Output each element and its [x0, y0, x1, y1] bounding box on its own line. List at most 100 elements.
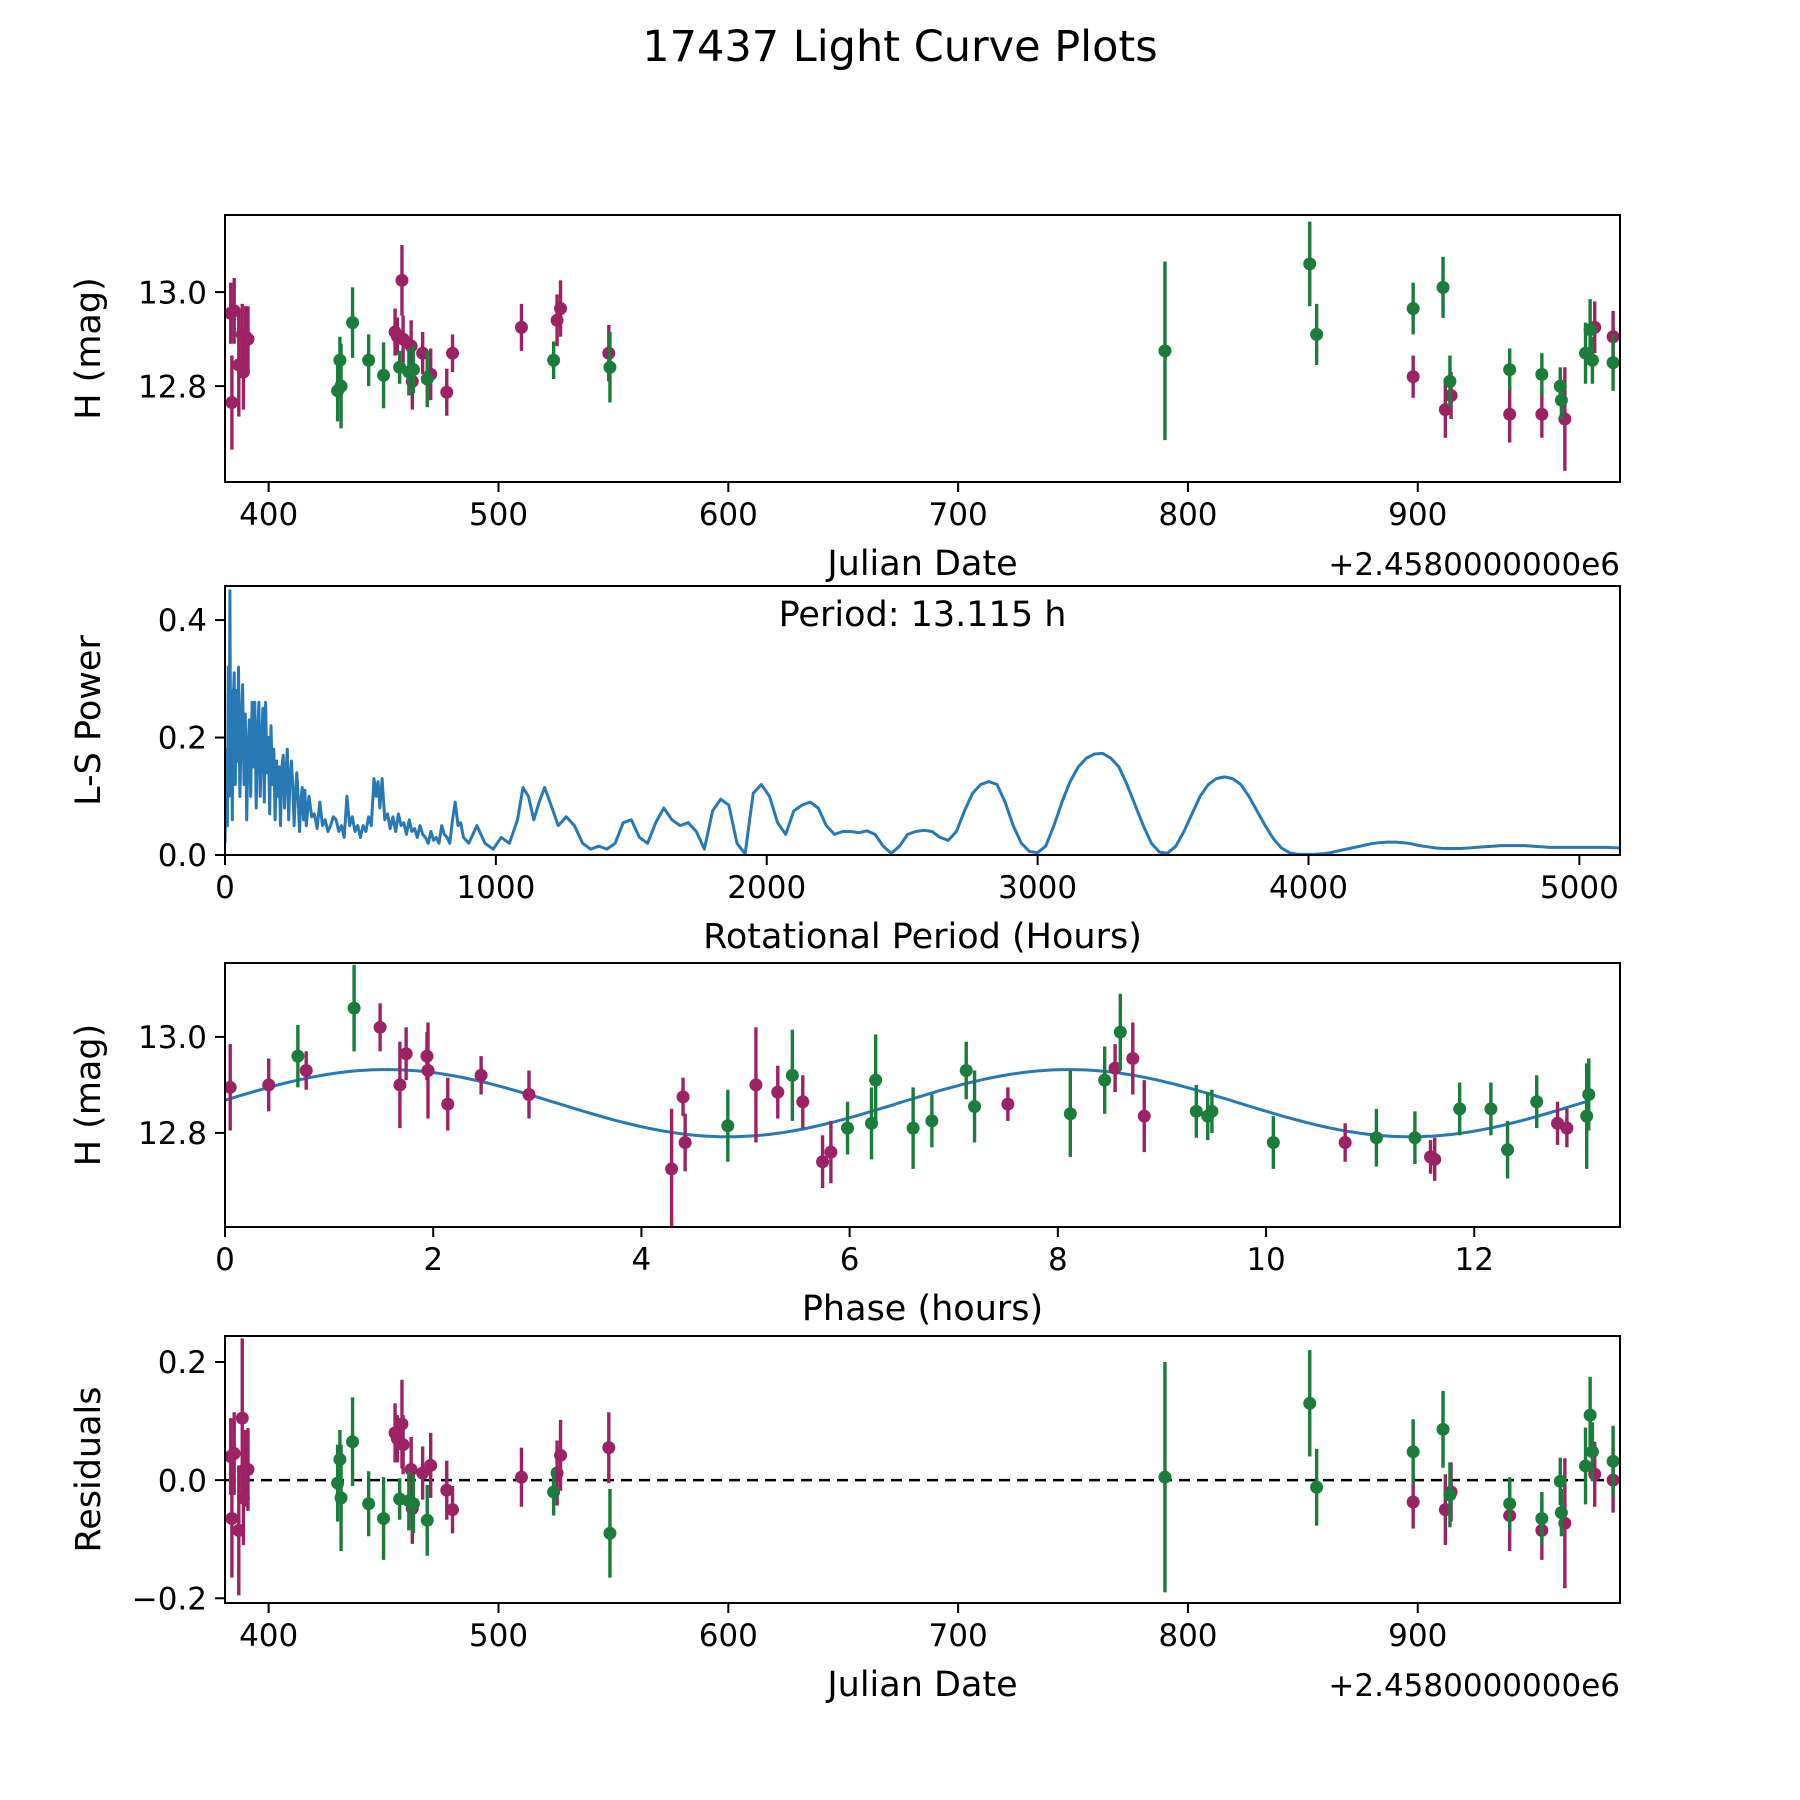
x-tick-label: 8: [1048, 1242, 1068, 1278]
data-point-green: [1406, 1445, 1420, 1459]
data-point-purple: [299, 1064, 313, 1078]
data-point-purple: [416, 1466, 430, 1480]
data-point-green: [968, 1100, 982, 1114]
data-point-purple: [373, 1020, 387, 1034]
x-tick-label: 4000: [1269, 870, 1348, 906]
panel-data-residuals: [225, 1338, 1620, 1596]
data-point-green: [603, 360, 617, 374]
data-point-purple: [1338, 1136, 1352, 1150]
data-point-green: [1443, 374, 1457, 388]
x-tick-label: 900: [1388, 1618, 1447, 1654]
data-point-purple: [446, 346, 460, 360]
data-point-purple: [404, 1463, 418, 1476]
y-axis-label-residuals: Residuals: [69, 1386, 109, 1552]
data-point-purple: [1535, 407, 1549, 421]
data-point-green: [547, 353, 561, 367]
data-point-green: [1063, 1107, 1077, 1121]
data-point-purple: [522, 1088, 536, 1102]
data-point-green: [1406, 302, 1420, 316]
data-point-green: [547, 1485, 561, 1499]
data-point-green: [1585, 1445, 1599, 1459]
data-point-purple: [1001, 1097, 1015, 1111]
data-point-green: [869, 1073, 883, 1087]
data-point-green: [377, 1512, 391, 1526]
data-point-green: [721, 1119, 735, 1133]
data-point-green: [334, 379, 348, 393]
data-point-green: [1553, 379, 1567, 393]
data-point-green: [346, 1435, 360, 1449]
data-point-green: [1582, 1088, 1596, 1102]
data-point-green: [1535, 367, 1549, 381]
x-tick-label: 500: [469, 497, 528, 533]
data-point-green: [346, 316, 360, 330]
x-axis-label-phase: Phase (hours): [802, 1289, 1043, 1329]
data-point-purple: [1137, 1109, 1151, 1123]
data-point-green: [1583, 1408, 1597, 1422]
data-point-purple: [227, 1447, 241, 1461]
x-tick-label: 400: [239, 1618, 298, 1654]
ls-power-curve: [225, 589, 1620, 855]
y-tick-label: −0.2: [132, 1581, 207, 1617]
data-point-green: [406, 363, 420, 377]
data-point-purple: [1406, 1495, 1420, 1509]
data-point-green: [1310, 327, 1324, 341]
data-point-purple: [395, 1417, 409, 1431]
axes-spines: [224, 214, 1621, 483]
panel-data-periodogram: [225, 589, 1620, 855]
data-point-green: [1580, 1109, 1594, 1123]
data-point-purple: [235, 1411, 249, 1425]
x-tick-label: 12: [1455, 1242, 1494, 1278]
x-tick-label: 400: [239, 497, 298, 533]
data-point-green: [1583, 323, 1597, 337]
data-point-purple: [1406, 370, 1420, 384]
sinusoid-fit-curve: [225, 1068, 1590, 1139]
x-axis-offset-text: +2.4580000000e6: [1328, 547, 1620, 583]
x-axis-label-periodogram: Rotational Period (Hours): [703, 917, 1142, 957]
data-point-green: [291, 1049, 305, 1063]
data-point-purple: [241, 1463, 255, 1476]
panel-data-lightcurve: [225, 221, 1620, 471]
x-tick-label: 3000: [998, 870, 1077, 906]
data-point-green: [1303, 257, 1317, 271]
y-tick-label: 0.0: [158, 1463, 207, 1499]
period-annotation: Period: 13.115 h: [779, 595, 1067, 635]
data-point-green: [1553, 1474, 1567, 1488]
data-point-purple: [824, 1145, 838, 1159]
data-point-green: [1158, 344, 1172, 358]
data-point-green: [785, 1068, 799, 1082]
data-point-green: [333, 1452, 347, 1466]
x-tick-label: 600: [699, 497, 758, 533]
data-point-green: [362, 353, 376, 367]
data-point-green: [1369, 1131, 1383, 1145]
data-point-purple: [420, 1049, 434, 1063]
data-point-green: [1189, 1104, 1203, 1118]
y-tick-label: 0.2: [158, 721, 207, 757]
data-point-green: [841, 1121, 855, 1135]
axes-spines: [224, 962, 1621, 1228]
panel-phase: 0 2 4 6 8 10 12 12.8 13.0 Phase (hours) H (mag): [69, 962, 1621, 1329]
data-point-green: [1436, 1422, 1450, 1436]
data-point-purple: [399, 1047, 413, 1061]
x-axis-offset-text: +2.4580000000e6: [1328, 1668, 1620, 1704]
data-point-green: [331, 1476, 345, 1490]
data-point-purple: [665, 1162, 679, 1176]
data-point-purple: [796, 1095, 810, 1109]
data-point-green: [1535, 1512, 1549, 1526]
panel-lightcurve: 400 500 600 700 800 900 12.8 13.0 Julian Date +2.…: [69, 214, 1621, 584]
x-tick-label: 2000: [727, 870, 806, 906]
x-tick-label: 5000: [1540, 870, 1619, 906]
data-point-purple: [1108, 1061, 1122, 1075]
data-point-purple: [227, 304, 241, 318]
x-tick-label: 800: [1158, 1618, 1217, 1654]
data-point-green: [1503, 1497, 1517, 1511]
data-point-purple: [1560, 1121, 1574, 1135]
data-point-green: [1503, 363, 1517, 377]
data-point-green: [362, 1497, 376, 1511]
data-point-purple: [241, 332, 255, 346]
y-tick-label: 0.0: [158, 838, 207, 874]
data-point-green: [420, 1513, 434, 1527]
y-tick-label: 0.4: [158, 603, 207, 639]
y-tick-label: 12.8: [138, 1116, 207, 1152]
